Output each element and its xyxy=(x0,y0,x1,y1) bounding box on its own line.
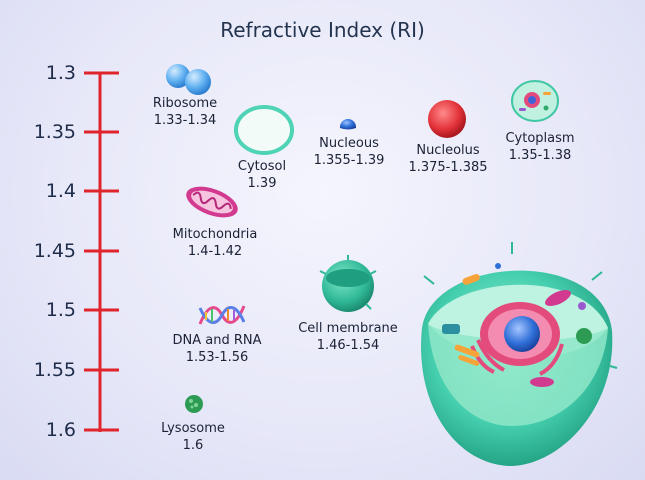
cytosol-icon xyxy=(234,105,294,155)
organelle-name: Lysosome xyxy=(161,421,225,436)
organelle-label-nucleous: Nucleous 1.355-1.39 xyxy=(302,135,396,169)
organelle-label-cytosol: Cytosol 1.39 xyxy=(222,158,302,192)
tick-label: 1.6 xyxy=(45,419,76,441)
organelle-name: DNA and RNA xyxy=(172,333,262,348)
organelle-label-cytoplasm: Cytoplasm 1.35-1.38 xyxy=(494,130,586,164)
organelle-name: Cytosol xyxy=(237,159,287,174)
cell-membrane-icon xyxy=(319,255,377,312)
tick-label: 1.4 xyxy=(45,180,76,202)
organelle-ri-range: 1.53-1.56 xyxy=(185,350,249,365)
organelle-ri-range: 1.355-1.39 xyxy=(313,153,385,168)
organelle-ri-range: 1.35-1.38 xyxy=(508,148,572,163)
organelle-name: Mitochondria xyxy=(172,227,258,242)
nucleolus-icon xyxy=(428,100,466,138)
organelle-ri-range: 1.6 xyxy=(182,438,204,453)
ribosome-icon xyxy=(166,64,211,95)
organelle-label-nucleolus: Nucleolus 1.375-1.385 xyxy=(402,142,494,176)
dna-icon xyxy=(198,305,246,325)
organelle-ri-range: 1.4-1.42 xyxy=(187,244,243,259)
organelle-name: Cytoplasm xyxy=(505,131,575,146)
organelle-ri-range: 1.39 xyxy=(247,176,277,191)
cytoplasm-icon xyxy=(511,80,559,122)
mitochondria-icon xyxy=(186,186,238,218)
nucleous-icon xyxy=(340,119,356,130)
organelle-name: Cell membrane xyxy=(298,321,398,336)
organelle-ri-range: 1.46-1.54 xyxy=(316,338,380,353)
scale-ticks xyxy=(84,71,119,432)
organelle-name: Nucleolus xyxy=(416,143,480,158)
tick-label: 1.3 xyxy=(45,62,76,84)
organelle-label-dna-rna: DNA and RNA 1.53-1.56 xyxy=(162,332,272,366)
tick-label: 1.35 xyxy=(33,121,76,143)
organelle-label-cell-membrane: Cell membrane 1.46-1.54 xyxy=(286,320,410,354)
organelle-label-mitochondria: Mitochondria 1.4-1.42 xyxy=(160,226,270,260)
organelle-label-lysosome: Lysosome 1.6 xyxy=(150,420,236,454)
cell-cutaway-illustration xyxy=(421,242,618,466)
organelle-name: Ribosome xyxy=(152,96,218,111)
organelle-label-ribosome: Ribosome 1.33-1.34 xyxy=(140,95,230,129)
tick-label: 1.5 xyxy=(45,299,76,321)
organelle-ri-range: 1.375-1.385 xyxy=(408,160,488,175)
tick-label: 1.45 xyxy=(33,240,76,262)
tick-label: 1.55 xyxy=(33,359,76,381)
organelle-ri-range: 1.33-1.34 xyxy=(153,113,217,128)
organelle-name: Nucleous xyxy=(319,136,379,151)
lysosome-icon xyxy=(185,395,203,413)
diagram-title: Refractive Index (RI) xyxy=(220,18,425,42)
